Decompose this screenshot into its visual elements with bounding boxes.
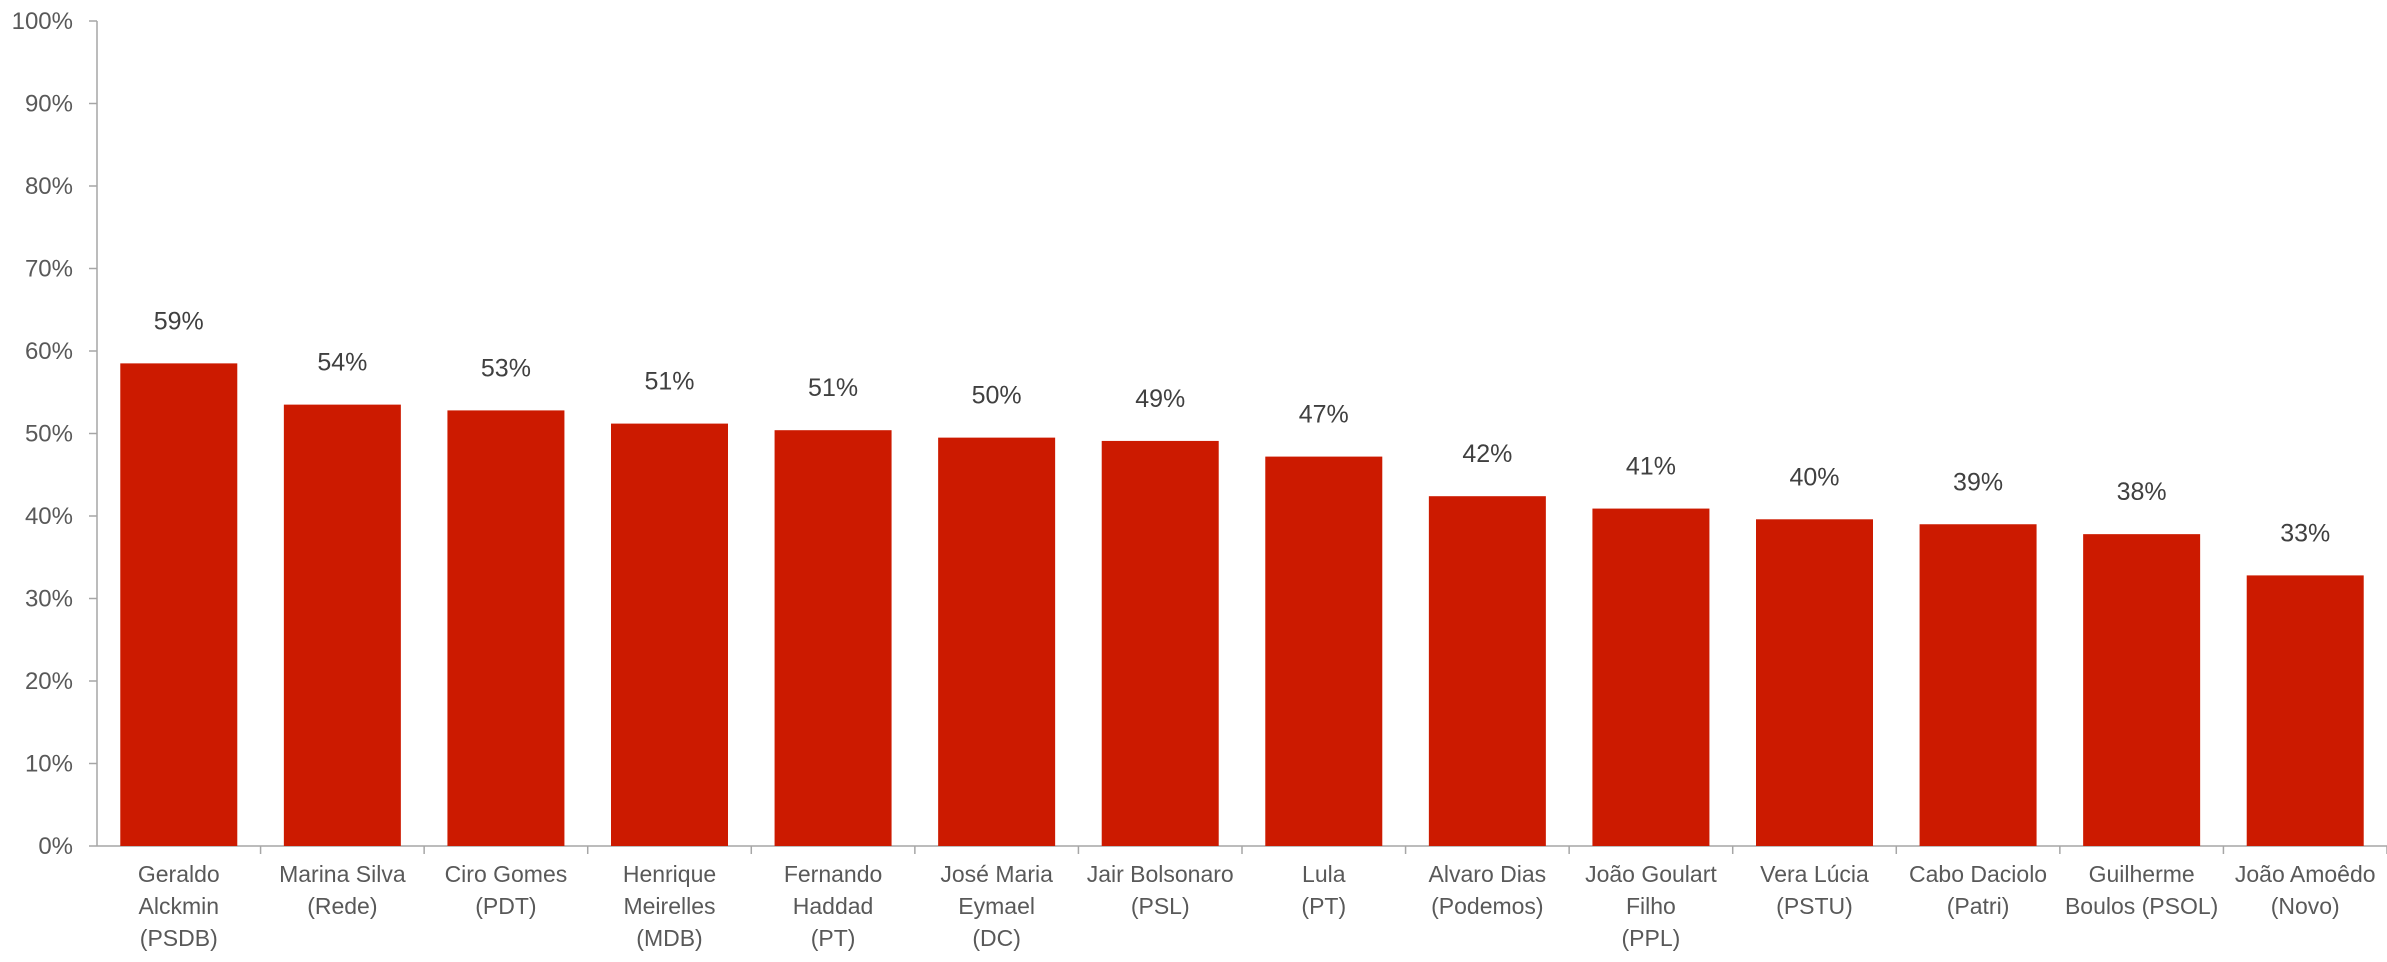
data-label: 41% xyxy=(1626,453,1676,481)
category-label: (PT) xyxy=(1301,893,1346,919)
bar xyxy=(774,430,892,846)
data-label: 33% xyxy=(2280,519,2330,547)
y-tick-label: 90% xyxy=(25,91,73,118)
data-labels-group: 59% 54% 53% 51% 51% 50% 49% 47% 42% 41% 40% 39% 38% 3… xyxy=(154,307,2330,547)
data-label: 54% xyxy=(317,349,367,377)
bar xyxy=(447,410,565,846)
data-label: 47% xyxy=(1299,401,1349,429)
category-label: Haddad xyxy=(793,893,874,919)
data-label: 39% xyxy=(1953,468,2003,496)
data-label: 51% xyxy=(808,374,858,402)
y-tick-label: 10% xyxy=(25,751,73,778)
category-label: João Amoêdo xyxy=(2235,861,2376,887)
category-label: Fernando xyxy=(784,861,882,887)
category-label: Jair Bolsonaro xyxy=(1087,861,1234,887)
y-tick-label: 100% xyxy=(12,8,73,35)
data-label: 59% xyxy=(154,307,204,335)
bar xyxy=(1428,496,1546,846)
category-label: (PPL) xyxy=(1622,925,1681,951)
category-label: (PSDB) xyxy=(140,925,218,951)
category-label: Alckmin xyxy=(139,893,220,919)
category-labels-group: Geraldo Alckmin (PSDB) Marina Silva (Rede) Ci… xyxy=(138,861,2376,951)
category-label: (PDT) xyxy=(475,893,536,919)
data-label: 49% xyxy=(1135,385,1185,413)
category-label: (PSL) xyxy=(1131,893,1190,919)
data-label: 40% xyxy=(1789,463,1839,491)
y-tick-label: 70% xyxy=(25,256,73,283)
category-label: Eymael xyxy=(958,893,1035,919)
category-label: Lula xyxy=(1302,861,1346,887)
y-tick-label: 60% xyxy=(25,338,73,365)
bar xyxy=(120,363,238,846)
category-label: Geraldo xyxy=(138,861,220,887)
category-label: Guilherme xyxy=(2089,861,2195,887)
category-label: Marina Silva xyxy=(279,861,406,887)
data-label: 51% xyxy=(644,368,694,396)
category-label: (PT) xyxy=(811,925,856,951)
category-label: José Maria xyxy=(940,861,1053,887)
category-label: (PSTU) xyxy=(1776,893,1853,919)
data-label: 42% xyxy=(1462,440,1512,468)
category-label: (Patri) xyxy=(1947,893,2010,919)
y-tick-label: 30% xyxy=(25,586,73,613)
category-label: (MDB) xyxy=(636,925,702,951)
bar xyxy=(1592,508,1710,846)
y-axis: 0% 10% 20% 30% 40% 50% 60% 70% 80% 90% 100% xyxy=(12,8,98,860)
y-tick-label: 50% xyxy=(25,421,73,448)
y-tick-label: 40% xyxy=(25,503,73,530)
category-label: (Rede) xyxy=(307,893,377,919)
category-label: (Podemos) xyxy=(1431,893,1543,919)
data-label: 50% xyxy=(972,382,1022,410)
bar xyxy=(938,437,1056,846)
category-label: Filho xyxy=(1626,893,1676,919)
bar xyxy=(283,404,401,846)
bar xyxy=(1101,440,1219,846)
category-label: Cabo Daciolo xyxy=(1909,861,2047,887)
category-label: Henrique xyxy=(623,861,716,887)
category-label: Vera Lúcia xyxy=(1760,861,1869,887)
bar xyxy=(611,423,728,846)
bar xyxy=(2083,534,2201,846)
y-tick-label: 80% xyxy=(25,173,73,200)
bars-group xyxy=(120,363,2364,846)
bar xyxy=(2246,575,2364,846)
bar xyxy=(1919,524,2037,846)
category-label: Alvaro Dias xyxy=(1429,861,1547,887)
y-tick-label: 0% xyxy=(38,833,73,860)
category-label: João Goulart xyxy=(1585,861,1717,887)
category-label: (Novo) xyxy=(2271,893,2340,919)
data-label: 53% xyxy=(481,354,531,382)
category-label: Meirelles xyxy=(623,893,715,919)
category-label: Boulos (PSOL) xyxy=(2065,893,2218,919)
y-tick-label: 20% xyxy=(25,668,73,695)
bar xyxy=(1265,456,1383,846)
x-axis xyxy=(97,845,2387,854)
data-label: 38% xyxy=(2117,478,2167,506)
category-label: Ciro Gomes xyxy=(445,861,568,887)
bar xyxy=(1756,519,1873,846)
category-label: (DC) xyxy=(972,925,1021,951)
